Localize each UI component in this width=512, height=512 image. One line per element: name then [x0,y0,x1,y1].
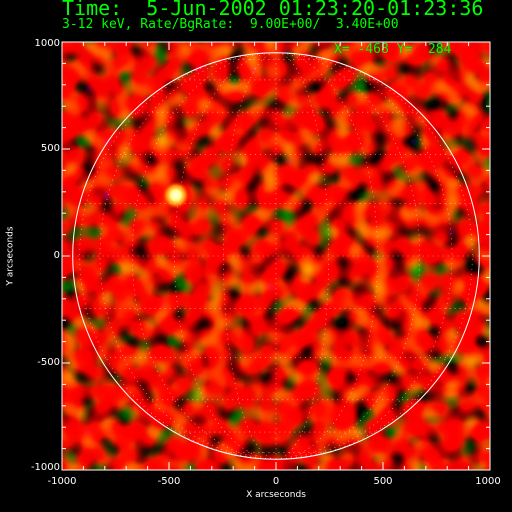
time-title: Time: 5-Jun-2002 01:23:20-01:23:36 [62,0,484,20]
y-tick-label: -500 [37,357,60,368]
y-axis-label: Y arcseconds [5,226,16,286]
x-tick-label: -500 [157,476,181,487]
bright-source [161,181,190,210]
x-tick-label: 0 [272,476,280,487]
x-tick-label: 500 [373,476,393,487]
solar-map-panel[interactable] [62,42,490,470]
solar-map-image[interactable] [62,42,490,470]
y-tick-label: 500 [40,143,60,154]
x-tick-label: -1000 [47,476,77,487]
noise-texture [62,42,490,470]
energy-rate-subtitle: 3-12 keV, Rate/BgRate: 9.00E+00/ 3.40E+0… [62,17,399,32]
cursor-coordinate-readout: X= -468 Y= 284 [334,42,452,57]
y-tick-label: 1000 [34,38,60,49]
y-tick-label: 0 [53,250,60,261]
y-tick-label: -1000 [30,462,60,473]
x-axis-label: X arcseconds [246,490,306,500]
x-tick-label: 1000 [475,476,501,487]
